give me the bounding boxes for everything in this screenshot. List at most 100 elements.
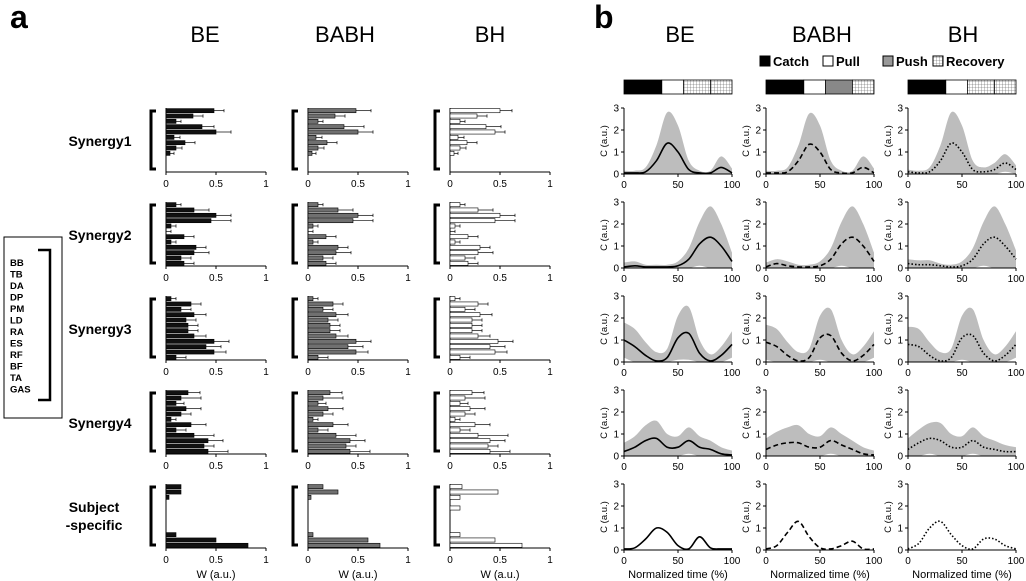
line-x-tick-label: 0 [905, 556, 911, 567]
sd-band [766, 206, 874, 269]
line-panel-babh-row5: 0 1 2 3 0 50 100 C (a.u.) [741, 480, 883, 568]
bar-bb [307, 108, 357, 114]
phase-bar-push-bh [967, 79, 995, 95]
bar-ld [449, 322, 473, 328]
bar-x-tick-label: 0.5 [351, 179, 365, 190]
line-x-tick-label: 50 [672, 180, 684, 191]
bar-x-tick-label: 0 [163, 367, 169, 378]
line-x-tick-label: 100 [1008, 556, 1025, 567]
bar-x-tick-label: 0 [447, 461, 453, 472]
bar-ta [449, 443, 489, 449]
bar-bracket [149, 485, 156, 547]
legend-label-recovery: Recovery [946, 54, 1005, 69]
bar-dp [307, 406, 329, 412]
line-x-tick-label: 0 [905, 180, 911, 191]
line-panel-be-row3: 0 1 2 3 0 50 100 C (a.u.) [599, 292, 741, 380]
line-panel-babh-row4: 0 1 2 3 0 50 100 C (a.u.) [741, 386, 883, 474]
line-ylabel: C (a.u.) [599, 219, 610, 251]
bar-da [307, 400, 319, 406]
bar-dp [307, 124, 345, 130]
bar-bb [307, 484, 324, 490]
line-y-tick-label: 1 [897, 524, 903, 535]
bar-tb [165, 489, 182, 495]
sd-band [624, 420, 732, 457]
phase-bar-catch-bh [907, 79, 947, 95]
bar-panel-bh-row2: 0 0.5 1 [433, 202, 553, 284]
phase-bar-catch-babh [765, 79, 805, 95]
line-ylabel: C (a.u.) [599, 313, 610, 345]
bar-rf [449, 244, 481, 250]
bar-bb [449, 202, 461, 208]
line-x-tick-label: 100 [866, 462, 883, 473]
bar-column-header-be: BE [190, 22, 219, 47]
bar-ta [449, 349, 496, 355]
bar-panel-babh-row1: 0 0.5 1 [291, 108, 411, 190]
bar-x-tick-label: 1 [263, 461, 269, 472]
line-x-tick-label: 0 [905, 368, 911, 379]
line-y-tick-label: 0 [755, 452, 761, 463]
phase-bar-pull-bh [945, 79, 968, 95]
line-x-tick-label: 0 [621, 368, 627, 379]
bar-gas [307, 542, 381, 548]
line-ylabel: C (a.u.) [741, 219, 752, 251]
muscle-legend-bracket [38, 248, 52, 402]
bar-pm [449, 317, 473, 323]
bar-panel-be-row2: 0 0.5 1 [149, 202, 269, 284]
line-column-header-babh: BABH [792, 22, 852, 47]
muscle-label-bb: BB [10, 258, 24, 269]
bar-panel-be-row4: 0 0.5 1 [149, 390, 269, 472]
line-y-tick-label: 3 [755, 198, 761, 209]
bar-bf [449, 532, 461, 538]
line-y-tick-label: 2 [897, 314, 903, 325]
line-x-tick-label: 0 [905, 462, 911, 473]
line-x-tick-label: 100 [724, 180, 741, 191]
bar-ra [307, 234, 327, 240]
bar-x-tick-label: 0.5 [209, 179, 223, 190]
bar-x-tick-label: 0.5 [493, 367, 507, 378]
bar-ra [165, 328, 189, 334]
bar-bf [307, 532, 314, 538]
bar-bf [165, 532, 177, 538]
bar-x-tick-label: 0 [163, 461, 169, 472]
bar-rf [307, 244, 339, 250]
muscle-label-dp: DP [10, 293, 24, 304]
bar-bracket [433, 203, 440, 265]
bar-da [449, 400, 461, 406]
line-y-tick-label: 2 [755, 502, 761, 513]
bar-ld [165, 416, 172, 422]
muscle-label-ta: TA [10, 373, 22, 384]
bar-pm [165, 223, 172, 229]
bar-bracket [149, 391, 156, 453]
line-y-tick-label: 0 [897, 170, 903, 181]
bar-bb [449, 484, 463, 490]
line-y-tick-label: 1 [755, 336, 761, 347]
bar-tb [165, 113, 194, 119]
mean-line-babh [765, 439, 875, 456]
bar-dp [307, 218, 354, 224]
line-y-tick-label: 3 [897, 104, 903, 115]
bar-tb [449, 489, 499, 495]
bar-x-tick-label: 0 [163, 273, 169, 284]
bar-bf [449, 344, 491, 350]
bar-xlabel-babh: W (a.u.) [338, 569, 377, 581]
bar-es [307, 427, 319, 433]
bar-dp [449, 124, 487, 130]
bar-bracket [149, 109, 156, 171]
bar-ra [307, 422, 334, 428]
bar-dp [165, 124, 203, 130]
row-label-subject: Subject [69, 499, 120, 515]
bar-es [449, 145, 461, 151]
bar-da [449, 212, 501, 218]
phase-bar-pull-babh [803, 79, 826, 95]
line-x-tick-label: 50 [672, 368, 684, 379]
bar-dp [307, 312, 337, 318]
bar-ld [307, 134, 317, 140]
bar-bf [307, 438, 351, 444]
sd-band [908, 111, 1016, 175]
bar-bf [165, 250, 195, 256]
mean-line-babh [765, 236, 875, 268]
line-y-tick-label: 1 [755, 148, 761, 159]
line-y-tick-label: 3 [897, 292, 903, 303]
mean-line-be [623, 236, 733, 268]
bar-da [307, 118, 319, 124]
